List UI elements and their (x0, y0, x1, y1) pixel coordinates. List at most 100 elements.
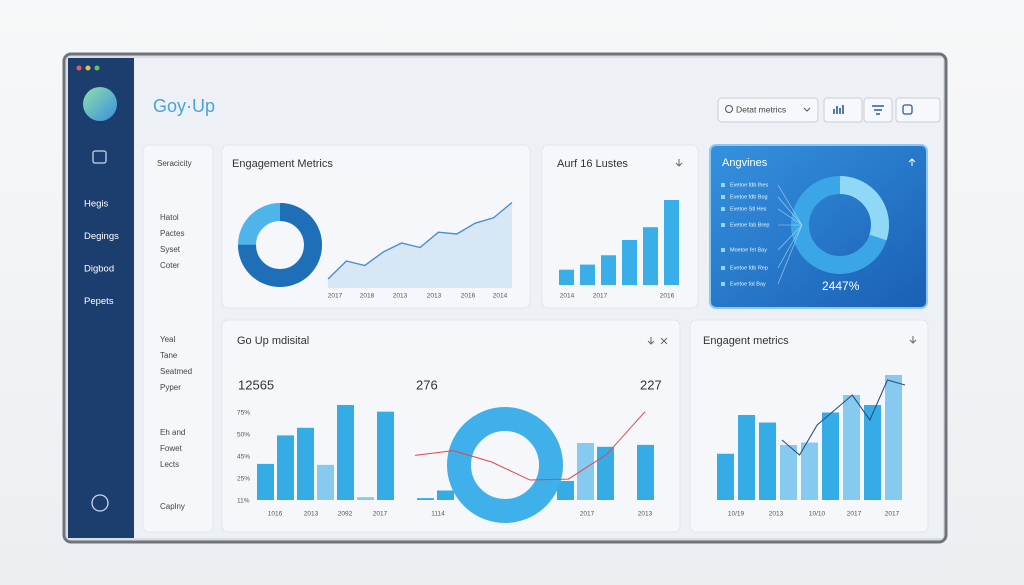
legend-dot (721, 183, 725, 187)
y-label: 50% (237, 432, 250, 439)
close-icon[interactable] (660, 337, 668, 345)
sidebar-icon[interactable] (92, 150, 107, 164)
x-label: 2013 (769, 511, 784, 518)
y-label: 11% (237, 498, 250, 505)
bar (597, 446, 614, 500)
filter-item[interactable]: Eh and (160, 428, 185, 437)
legend-item: Evetoe fdb Bog (730, 194, 768, 200)
y-label: 75% (237, 410, 250, 417)
x-label: 2013 (393, 293, 408, 300)
x-label: 2016 (461, 293, 476, 300)
x-label: 2017 (593, 293, 608, 300)
bar (277, 435, 294, 500)
bar (843, 395, 860, 500)
x-label: 2017 (847, 511, 862, 518)
export-icon (902, 104, 913, 115)
card-title: Go Up mdisital (237, 335, 309, 347)
x-label: 10/10 (809, 511, 826, 518)
nav-item[interactable]: Degings (84, 231, 119, 242)
download-icon[interactable] (675, 159, 683, 167)
upload-icon[interactable] (908, 158, 916, 166)
bar (864, 405, 881, 500)
filter-item[interactable]: Pyper (160, 383, 181, 392)
x-label: 2092 (338, 511, 353, 518)
nav-item[interactable]: Hegis (84, 199, 109, 210)
bar (437, 490, 454, 500)
legend-item: Evetoe fdb Rep (730, 265, 768, 271)
legend-dot (721, 282, 725, 286)
filter-item[interactable]: Seatmed (160, 367, 192, 376)
total-value: 2447% (822, 279, 860, 293)
bar (738, 415, 755, 500)
legend-dot (721, 266, 725, 270)
legend-item: Evetoe Stl Hes (730, 206, 767, 212)
leader-line (777, 224, 803, 285)
bar (357, 497, 374, 500)
card-title: Angvines (722, 157, 768, 169)
bar (601, 255, 616, 285)
x-label: 2014 (493, 293, 508, 300)
legend-dot (721, 248, 725, 252)
nav-item[interactable]: Digbod (84, 264, 114, 275)
stat-value: 227 (640, 377, 662, 392)
filter-item[interactable]: Seracicity (157, 159, 192, 168)
nav-item[interactable]: Pepets (84, 296, 114, 307)
filter-item[interactable]: Hatol (160, 213, 179, 222)
download-icon[interactable] (909, 336, 917, 344)
area-line (327, 201, 513, 280)
x-label: 2013 (304, 511, 319, 518)
window-dot (76, 65, 82, 71)
legend-item: Moetoe fet Bay (730, 247, 767, 253)
filter-item[interactable]: Yeal (160, 335, 176, 344)
bar (759, 422, 776, 500)
bar (780, 445, 797, 500)
stat-value: 276 (416, 377, 438, 392)
leader-line (777, 196, 803, 226)
x-label: 2017 (373, 511, 388, 518)
leader-line (777, 224, 803, 251)
stat-value: 12565 (238, 377, 274, 392)
bar (885, 375, 902, 500)
filter-icon (872, 105, 884, 115)
dropdown-caret (803, 107, 811, 112)
bar (417, 498, 434, 500)
y-label: 45% (237, 454, 250, 461)
settings-icon[interactable] (91, 494, 109, 512)
legend-item: Evetoe fdb Ihes (730, 182, 768, 188)
filter-panel (142, 144, 214, 533)
filter-item[interactable]: Coter (160, 261, 180, 270)
x-label: 2013 (638, 511, 653, 518)
filter-item[interactable]: Lects (160, 460, 179, 469)
leader-line (777, 208, 803, 226)
download-icon[interactable] (647, 337, 655, 345)
window-dot (94, 65, 100, 71)
filter-item[interactable]: Caplny (160, 502, 185, 511)
filter-item[interactable]: Pactes (160, 229, 184, 238)
filter-item[interactable]: Tane (160, 351, 178, 360)
logo-badge[interactable] (83, 87, 117, 121)
filter-item[interactable]: Fowet (160, 444, 183, 453)
bar (559, 269, 574, 285)
leader-line (777, 184, 803, 226)
bar (377, 411, 394, 500)
leader-line (777, 224, 803, 269)
bar (637, 444, 654, 500)
x-label: 2017 (885, 511, 900, 518)
x-label: 2018 (360, 293, 375, 300)
search-text: Detat metrics (736, 104, 786, 114)
legend-item: Evetoe fab Brep (730, 222, 769, 228)
filter-item[interactable]: Syset (160, 245, 181, 254)
search-box[interactable] (717, 97, 819, 123)
card-highlight (709, 144, 928, 309)
export-button[interactable] (895, 97, 941, 123)
legend-item: Evetoe fat Bay (730, 281, 766, 287)
donut-ring (447, 407, 563, 523)
x-label: 2013 (427, 293, 442, 300)
card-title: Engagement Metrics (232, 158, 333, 170)
bar (557, 481, 574, 500)
bar (717, 453, 734, 500)
area-fill (328, 202, 512, 288)
trend-line (414, 411, 646, 481)
